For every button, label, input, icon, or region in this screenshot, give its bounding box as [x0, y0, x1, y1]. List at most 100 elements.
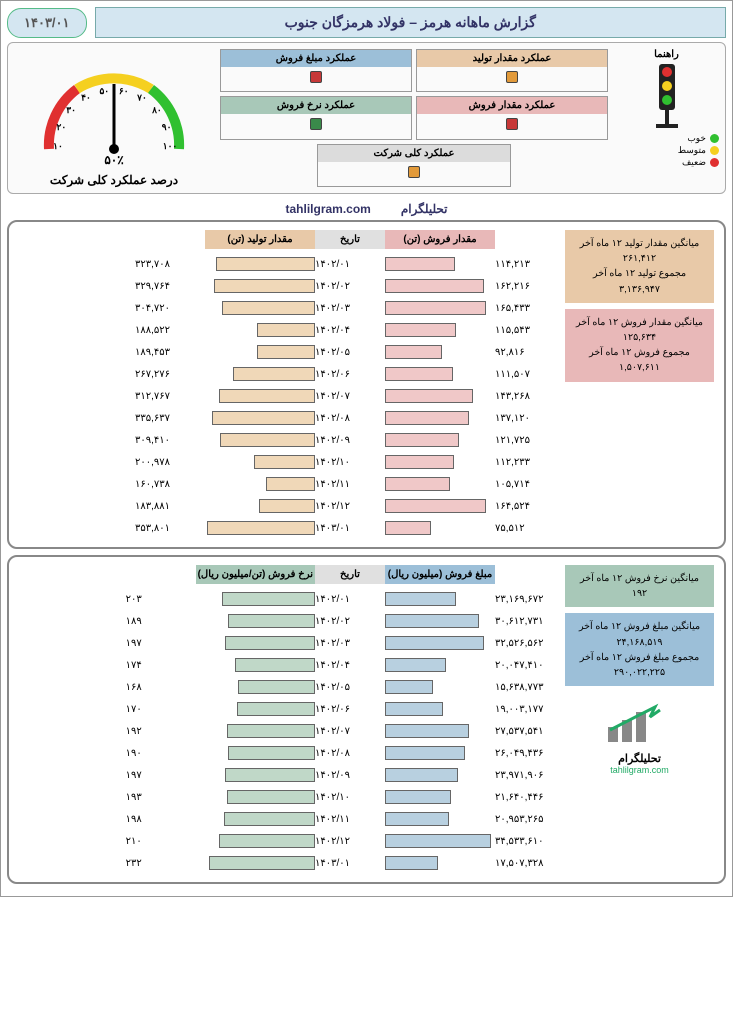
metric-indicator	[221, 67, 411, 90]
bar-cell	[205, 610, 315, 632]
metrics-grid: عملکرد مقدار تولید عملکرد مبلغ فروش عملک…	[220, 49, 608, 187]
date-cell: ۱۴۰۲/۰۹	[315, 429, 385, 451]
bar-cell	[205, 407, 315, 429]
metric-indicator	[221, 114, 411, 137]
bar-cell	[385, 341, 495, 363]
bar-cell	[385, 610, 495, 632]
metric-card: عملکرد مقدار فروش	[416, 96, 608, 139]
value: ۲۳۲	[126, 852, 196, 874]
value: ۳۰,۶۱۲,۷۳۱	[495, 610, 565, 632]
svg-text:۷۰: ۷۰	[136, 93, 147, 103]
metric-title: عملکرد کلی شرکت	[318, 145, 510, 162]
svg-text:۵۰: ۵۰	[99, 86, 109, 96]
svg-text:۸۰: ۸۰	[151, 105, 162, 115]
metric-indicator	[318, 162, 510, 185]
bar-cell	[205, 632, 315, 654]
value: ۱۰۵,۷۱۴	[495, 473, 565, 495]
bar-cell	[385, 654, 495, 676]
value: ۱۹۳	[126, 786, 196, 808]
date-cell: ۱۴۰۳/۰۱	[315, 852, 385, 874]
value: ۳۲,۵۲۶,۵۶۲	[495, 632, 565, 654]
bar-cell	[385, 495, 495, 517]
bar-cell	[205, 517, 315, 539]
bar-cell	[385, 698, 495, 720]
bar-cell	[205, 676, 315, 698]
bar-cell	[385, 632, 495, 654]
report: گزارش ماهانه هرمز – فولاد هرمزگان جنوب ۱…	[0, 0, 733, 897]
date-cell: ۱۴۰۲/۱۰	[315, 451, 385, 473]
value: ۲۰,۰۴۷,۴۱۰	[495, 654, 565, 676]
value: ۱۹۲	[126, 720, 196, 742]
date-cell: ۱۴۰۲/۰۶	[315, 363, 385, 385]
stat-box: میانگین نرخ فروش ۱۲ ماه آخر۱۹۲	[565, 565, 714, 607]
bar-cell	[385, 742, 495, 764]
value: ۱۶۵,۴۳۳	[495, 297, 565, 319]
value: ۲۱۰	[126, 830, 196, 852]
footer-logo: تحلیلگرام tahlilgram.com	[565, 702, 714, 775]
gauge: ۵۰٪ ۱۰۲۰۳۰۴۰۵۰۶۰۷۰۸۰۹۰۱۰۰ درصد عملکرد کل…	[14, 49, 214, 187]
bar-cell	[205, 297, 315, 319]
date-cell: ۱۴۰۲/۰۵	[315, 341, 385, 363]
value: ۹۲,۸۱۶	[495, 341, 565, 363]
date-cell: ۱۴۰۲/۰۸	[315, 407, 385, 429]
bar-cell	[385, 517, 495, 539]
gauge-caption: درصد عملکرد کلی شرکت	[14, 173, 214, 187]
value: ۱۱۵,۵۴۳	[495, 319, 565, 341]
value: ۱۲۱,۷۲۵	[495, 429, 565, 451]
title: گزارش ماهانه هرمز – فولاد هرمزگان جنوب	[95, 7, 726, 38]
bar-cell	[385, 852, 495, 874]
bar-cell	[205, 698, 315, 720]
value: ۲۳,۹۷۱,۹۰۶	[495, 764, 565, 786]
date-cell: ۱۴۰۲/۱۰	[315, 786, 385, 808]
legend-item: متوسط	[614, 145, 719, 156]
date-cell: ۱۴۰۲/۰۳	[315, 297, 385, 319]
summary-row: راهنما خوبمتوسطضعیف عملکرد مقدار تولید ع…	[7, 42, 726, 194]
bar-cell	[205, 495, 315, 517]
value: ۲۶,۰۴۹,۴۳۶	[495, 742, 565, 764]
brand-name: تحلیلگرام	[401, 202, 448, 216]
bar-cell	[205, 786, 315, 808]
metric-card: عملکرد کلی شرکت	[317, 144, 511, 187]
brand-row: تحلیلگرام tahlilgram.com	[7, 198, 726, 220]
traffic-light-icon	[650, 62, 684, 132]
svg-text:۶۰: ۶۰	[119, 86, 129, 96]
date-cell: ۱۴۰۲/۰۴	[315, 319, 385, 341]
metric-card: عملکرد نرخ فروش	[220, 96, 412, 139]
col-header: مقدار فروش (تن)	[385, 230, 495, 249]
bar-cell	[385, 473, 495, 495]
bar-col: نرخ فروش (تن/میلیون ریال)	[196, 565, 315, 874]
value: ۱۸۹,۴۵۳	[135, 341, 205, 363]
bar-cell	[205, 341, 315, 363]
bar-cell	[205, 764, 315, 786]
bar-cell	[205, 852, 315, 874]
metric-title: عملکرد مقدار فروش	[417, 97, 607, 114]
num-col: x۲۰۳۱۸۹۱۹۷۱۷۴۱۶۸۱۷۰۱۹۲۱۹۰۱۹۷۱۹۳۱۹۸۲۱۰۲۳۲	[126, 565, 196, 874]
bar-cell	[385, 720, 495, 742]
value: ۱۸۹	[126, 610, 196, 632]
metric-card: عملکرد مقدار تولید	[416, 49, 608, 92]
value: ۷۵,۵۱۲	[495, 517, 565, 539]
brand-site: tahlilgram.com	[285, 202, 370, 216]
value: ۱۷۴	[126, 654, 196, 676]
bar-cell	[205, 654, 315, 676]
value: ۱۴۳,۲۶۸	[495, 385, 565, 407]
value: ۱۶۰,۷۳۸	[135, 473, 205, 495]
bar-col: مقدار تولید (تن)	[205, 230, 315, 539]
value: ۱۱۲,۲۳۳	[495, 451, 565, 473]
num-col: x۱۱۴,۲۱۳۱۶۲,۲۱۶۱۶۵,۴۳۳۱۱۵,۵۴۳۹۲,۸۱۶۱۱۱,۵…	[495, 230, 565, 539]
value: ۳۱۲,۷۶۷	[135, 385, 205, 407]
bar-col: مبلغ فروش (میلیون ریال)	[385, 565, 495, 874]
bar-cell	[385, 808, 495, 830]
num-col: x۳۲۳,۷۰۸۳۲۹,۷۶۴۳۰۴,۷۲۰۱۸۸,۵۲۲۱۸۹,۴۵۳۲۶۷,…	[135, 230, 205, 539]
bar-cell	[385, 319, 495, 341]
date-cell: ۱۴۰۳/۰۱	[315, 517, 385, 539]
date-cell: ۱۴۰۲/۱۲	[315, 495, 385, 517]
value: ۳۵۳,۸۰۱	[135, 517, 205, 539]
value: ۱۵,۶۳۸,۷۷۳	[495, 676, 565, 698]
metric-title: عملکرد مبلغ فروش	[221, 50, 411, 67]
bar-cell	[205, 451, 315, 473]
metric-title: عملکرد نرخ فروش	[221, 97, 411, 114]
legend-item: خوب	[614, 133, 719, 144]
svg-text:۴۰: ۴۰	[81, 93, 91, 103]
value: ۱۱۴,۲۱۳	[495, 253, 565, 275]
